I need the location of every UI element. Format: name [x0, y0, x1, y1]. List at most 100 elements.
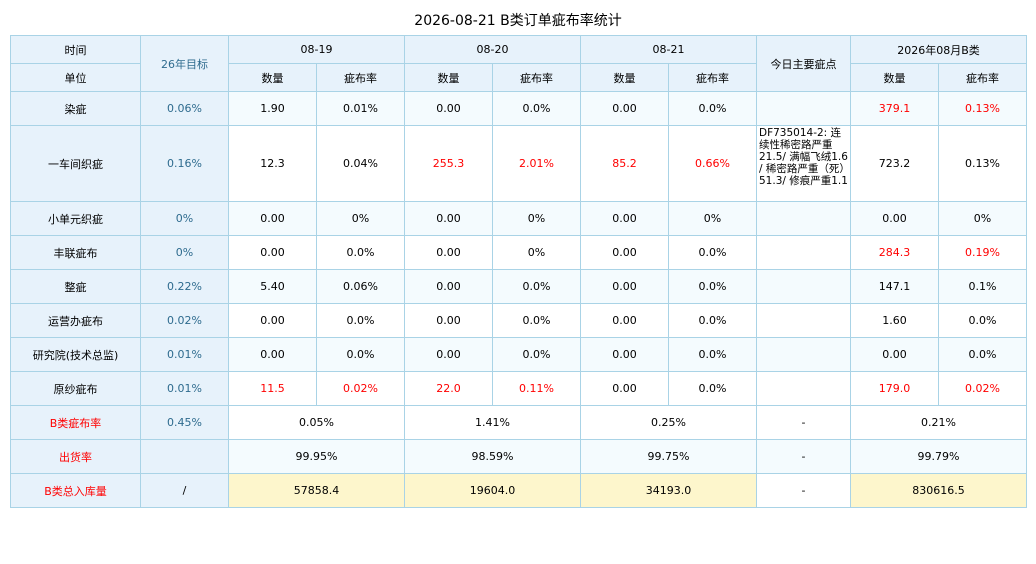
target-cell: 0.45% — [140, 405, 229, 440]
row-label: 丰联疵布 — [10, 235, 141, 270]
month-qty-cell: 179.0 — [850, 371, 939, 406]
rate-cell: 2.01% — [492, 125, 581, 202]
month-qty-cell: 723.2 — [850, 125, 939, 202]
table-row: 整疵 0.22% 5.40 0.06% 0.00 0.0% 0.00 0.0% … — [10, 269, 1028, 304]
report-title: 2026-08-21 B类订单疵布率统计 — [414, 13, 622, 29]
defect-note: - — [756, 439, 851, 474]
time-header: 时间 — [10, 35, 141, 64]
qty-cell: 0.00 — [580, 201, 669, 236]
qty-cell: 0.00 — [228, 303, 317, 338]
rate-cell: 0.0% — [668, 91, 757, 126]
rate-cell: 0.02% — [316, 371, 405, 406]
rate-header: 疵布率 — [316, 63, 405, 92]
month-rate-cell: 0.0% — [937, 337, 1028, 372]
qty-cell: 0.00 — [228, 337, 317, 372]
rate-cell: 0% — [316, 201, 405, 236]
rate-cell: 0% — [492, 201, 581, 236]
target-cell: 0.02% — [140, 303, 229, 338]
target-cell: 0% — [140, 201, 229, 236]
day1-inventory-cell: 57858.4 — [228, 473, 405, 508]
defect-note — [756, 269, 851, 304]
defect-note: DF735014-2: 连续性稀密路严重21.5/ 满幅飞绒1.6 / 稀密路严… — [756, 125, 851, 202]
month-rate-cell: 0.13% — [937, 125, 1028, 202]
rate-cell: 0.04% — [316, 125, 405, 202]
month-rate-cell: 0% — [937, 201, 1028, 236]
target-header: 26年目标 — [140, 35, 229, 92]
qty-cell: 0.00 — [404, 303, 493, 338]
month-rate-cell: 0.19% — [937, 235, 1028, 270]
day2-inventory-cell: 19604.0 — [404, 473, 581, 508]
target-cell — [140, 439, 229, 474]
rate-cell: 0.66% — [668, 125, 757, 202]
table-row: 染疵 0.06% 1.90 0.01% 0.00 0.0% 0.00 0.0% … — [10, 91, 1028, 126]
qty-cell: 11.5 — [228, 371, 317, 406]
rate-cell: 0.06% — [316, 269, 405, 304]
month-rate-cell: 0.02% — [937, 371, 1028, 406]
month-inventory-cell: 830616.5 — [849, 473, 1028, 508]
rate-cell: 0.0% — [316, 303, 405, 338]
qty-cell: 0.00 — [580, 269, 669, 304]
qty-cell: 0.00 — [228, 235, 317, 270]
unit-header: 单位 — [10, 63, 141, 92]
day3-rate-cell: 0.25% — [580, 405, 757, 440]
row-label: 出货率 — [10, 439, 141, 474]
qty-cell: 1.90 — [228, 91, 317, 126]
month-qty-cell: 0.00 — [850, 337, 939, 372]
table-row: 丰联疵布 0% 0.00 0.0% 0.00 0% 0.00 0.0% 284.… — [10, 235, 1028, 270]
rate-cell: 0.0% — [668, 303, 757, 338]
month-qty-cell: 1.60 — [850, 303, 939, 338]
summary-row-ship-rate: 出货率 99.95% 98.59% 99.75% - 99.79% — [10, 439, 1028, 474]
rate-header: 疵布率 — [492, 63, 581, 92]
rate-cell: 0.0% — [316, 337, 405, 372]
table-row: 研究院(技术总监) 0.01% 0.00 0.0% 0.00 0.0% 0.00… — [10, 337, 1028, 372]
rate-cell: 0% — [492, 235, 581, 270]
qty-cell: 0.00 — [580, 303, 669, 338]
qty-cell: 0.00 — [404, 269, 493, 304]
rate-cell: 0.0% — [492, 91, 581, 126]
table-row: 一车间织疵 0.16% 12.3 0.04% 255.3 2.01% 85.2 … — [10, 125, 1028, 202]
rate-cell: 0.11% — [492, 371, 581, 406]
day1-rate-cell: 0.05% — [228, 405, 405, 440]
row-label: 一车间织疵 — [10, 125, 141, 202]
target-cell: / — [140, 473, 229, 508]
qty-cell: 0.00 — [404, 91, 493, 126]
defect-note: - — [756, 405, 851, 440]
rate-cell: 0.0% — [492, 337, 581, 372]
qty-cell: 0.00 — [404, 337, 493, 372]
qty-cell: 0.00 — [580, 91, 669, 126]
qty-cell: 0.00 — [580, 371, 669, 406]
day2-ship-cell: 98.59% — [404, 439, 581, 474]
month-rate-cell: 0.21% — [849, 405, 1028, 440]
rate-cell: 0.0% — [316, 235, 405, 270]
date-header-3: 08-21 — [580, 35, 757, 64]
qty-cell: 0.00 — [580, 235, 669, 270]
qty-cell: 0.00 — [580, 337, 669, 372]
defect-note — [756, 91, 851, 126]
defect-note — [756, 201, 851, 236]
month-qty-cell: 0.00 — [850, 201, 939, 236]
defect-note — [756, 303, 851, 338]
rate-header: 疵布率 — [668, 63, 757, 92]
defect-note — [756, 371, 851, 406]
row-label: 原纱疵布 — [10, 371, 141, 406]
rate-cell: 0.0% — [492, 269, 581, 304]
month-rate-cell: 0.1% — [937, 269, 1028, 304]
rate-cell: 0.0% — [668, 371, 757, 406]
qty-cell: 0.00 — [404, 201, 493, 236]
date-header-2: 08-20 — [404, 35, 581, 64]
qty-cell: 85.2 — [580, 125, 669, 202]
qty-cell: 255.3 — [404, 125, 493, 202]
month-ship-cell: 99.79% — [849, 439, 1028, 474]
month-qty-cell: 147.1 — [850, 269, 939, 304]
month-header: 2026年08月B类 — [849, 35, 1028, 64]
table-row: 小单元织疵 0% 0.00 0% 0.00 0% 0.00 0% 0.00 0% — [10, 201, 1028, 236]
summary-row-b-rate: B类疵布率 0.45% 0.05% 1.41% 0.25% - 0.21% — [10, 405, 1028, 440]
row-label: B类总入库量 — [10, 473, 141, 508]
rate-cell: 0.0% — [668, 269, 757, 304]
qty-cell: 12.3 — [228, 125, 317, 202]
rate-cell: 0.0% — [492, 303, 581, 338]
month-qty-cell: 284.3 — [850, 235, 939, 270]
main-defect-header: 今日主要疵点 — [756, 35, 851, 92]
defect-note — [756, 337, 851, 372]
target-cell: 0.06% — [140, 91, 229, 126]
